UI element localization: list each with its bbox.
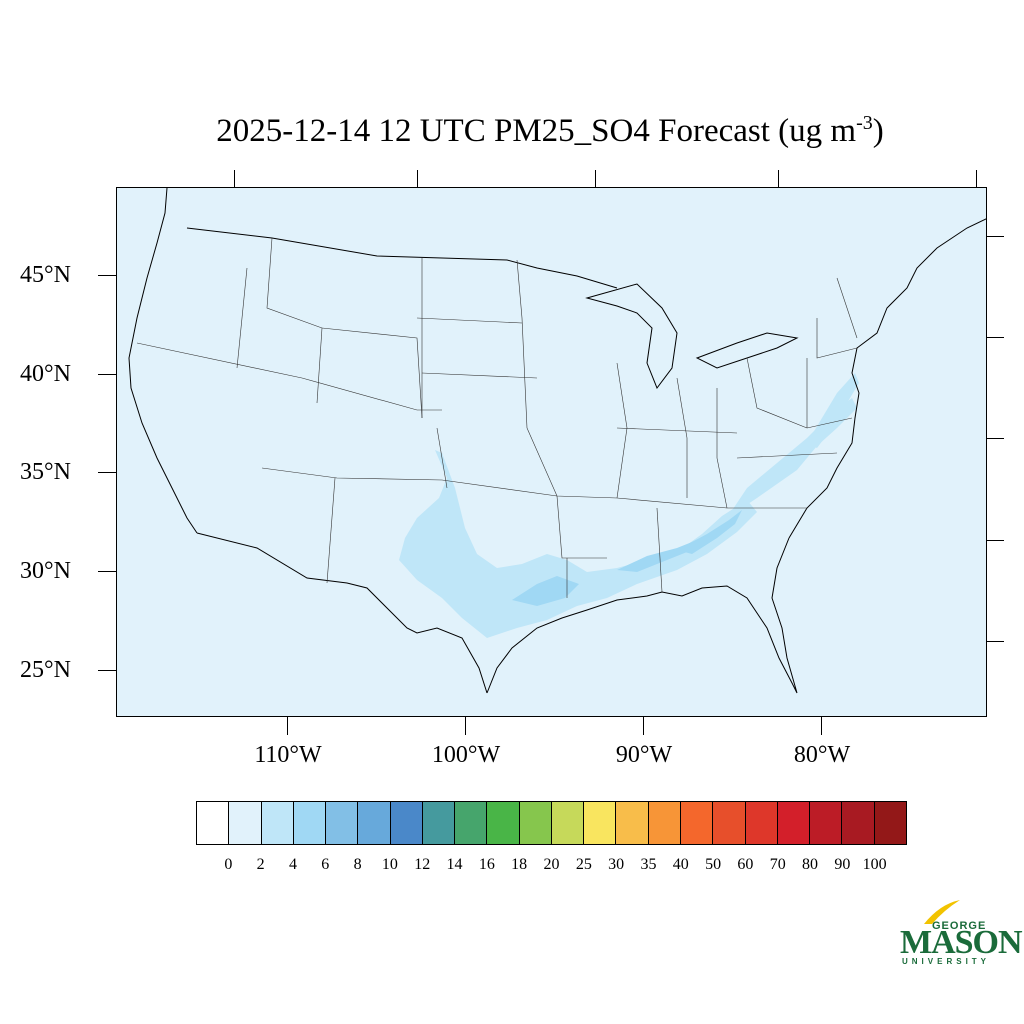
colorbar-cell — [616, 802, 649, 844]
east-coast — [788, 218, 986, 539]
left-tick — [98, 571, 116, 572]
colorbar-cell — [713, 802, 746, 844]
logo-swoosh-icon — [924, 900, 960, 924]
mexico-border — [196, 532, 488, 694]
lat-label-40: 40°N — [20, 361, 71, 387]
right-tick — [987, 641, 1004, 642]
shade-midatlantic — [807, 373, 859, 448]
left-tick — [98, 670, 116, 671]
colorbar-label: 35 — [640, 856, 657, 873]
colorbar-cell — [261, 802, 294, 844]
colorbar-label: 14 — [446, 856, 463, 873]
colorbar-cell — [777, 802, 811, 844]
colorbar-label: 100 — [862, 856, 887, 873]
colorbar-label: 70 — [769, 856, 786, 873]
colorbar-cell — [390, 802, 423, 844]
colorbar-label: 25 — [575, 856, 592, 873]
colorbar-label: 50 — [705, 856, 722, 873]
colorbar-label: 0 — [224, 856, 233, 873]
colorbar-label: 8 — [353, 856, 362, 873]
colorbar-cell — [648, 802, 681, 844]
bottom-tick — [643, 717, 644, 735]
colorbar-cell — [584, 802, 617, 844]
colorbar-cell — [358, 802, 391, 844]
lat-label-30: 30°N — [20, 558, 71, 584]
colorbar-label: 40 — [672, 856, 689, 873]
colorbar-label: 90 — [834, 856, 851, 873]
logo-university: UNIVERSITY — [902, 957, 991, 966]
lon-label-100w: 100°W — [431, 742, 501, 768]
colorbar-cell — [455, 802, 488, 844]
top-tick — [976, 170, 977, 187]
right-tick — [987, 236, 1004, 237]
colorbar-cell — [551, 802, 585, 844]
west-coast — [128, 188, 198, 534]
shade-southern-plains — [399, 450, 757, 638]
lake-erie-ontario — [695, 332, 799, 369]
map-title: 2025-12-14 12 UTC PM25_SO4 Forecast (ug … — [216, 112, 884, 149]
shade-southeast — [677, 510, 742, 554]
logo-mason: MASON — [900, 924, 1023, 961]
top-tick — [778, 170, 779, 187]
colorbar-label: 18 — [511, 856, 528, 873]
top-tick — [595, 170, 596, 187]
logo-george: GEORGE — [932, 920, 987, 932]
colorbar-label: 4 — [288, 856, 297, 873]
colorbar-cell — [842, 802, 875, 844]
left-tick — [98, 275, 116, 276]
colorbar-label: 60 — [737, 856, 754, 873]
colorbar-cell — [229, 802, 262, 844]
lon-label-90w: 90°W — [615, 742, 673, 768]
top-tick — [417, 170, 418, 187]
left-tick — [98, 472, 116, 473]
colorbar-label: 16 — [478, 856, 495, 873]
lat-label-45: 45°N — [20, 262, 71, 288]
colorbar-label: 10 — [381, 856, 398, 873]
map-frame — [116, 187, 987, 717]
colorbar-label: 80 — [802, 856, 819, 873]
colorbar-label: 6 — [321, 856, 330, 873]
bottom-tick — [465, 717, 466, 735]
bottom-tick — [821, 717, 822, 735]
right-tick — [987, 540, 1004, 541]
map-canvas — [128, 188, 986, 694]
colorbar-label: 30 — [608, 856, 625, 873]
gulf-coast-line — [486, 537, 798, 694]
colorbar-cell — [422, 802, 456, 844]
colorbar-label: 20 — [543, 856, 560, 873]
left-tick — [98, 374, 116, 375]
lon-label-80w: 80°W — [793, 742, 851, 768]
title-exponent: -3 — [856, 112, 873, 134]
canada-border — [186, 227, 618, 289]
colorbar-cell — [197, 802, 230, 844]
colorbar-label: 12 — [414, 856, 431, 873]
colorbar — [196, 801, 907, 845]
colorbar-cell — [680, 802, 714, 844]
colorbar-cell — [487, 802, 520, 844]
concentration-shading — [399, 373, 859, 638]
colorbar-cell — [293, 802, 327, 844]
colorbar-cell — [519, 802, 552, 844]
colorbar-label: 2 — [256, 856, 265, 873]
university-logo: GEORGE MASON UNIVERSITY — [896, 898, 1023, 970]
colorbar-cell — [874, 802, 906, 844]
colorbar-cell — [745, 802, 778, 844]
state-borders — [136, 237, 858, 598]
top-tick — [234, 170, 235, 187]
great-lakes — [585, 283, 678, 390]
lon-label-110w: 110°W — [254, 742, 322, 768]
right-tick — [987, 438, 1004, 439]
lat-label-25: 25°N — [20, 657, 71, 683]
colorbar-cell — [810, 802, 843, 844]
lat-label-35: 35°N — [20, 459, 71, 485]
right-tick — [987, 337, 1004, 338]
bottom-tick — [287, 717, 288, 735]
coastlines — [128, 188, 986, 694]
shade-texas-louisiana — [512, 576, 579, 606]
colorbar-cell — [326, 802, 359, 844]
